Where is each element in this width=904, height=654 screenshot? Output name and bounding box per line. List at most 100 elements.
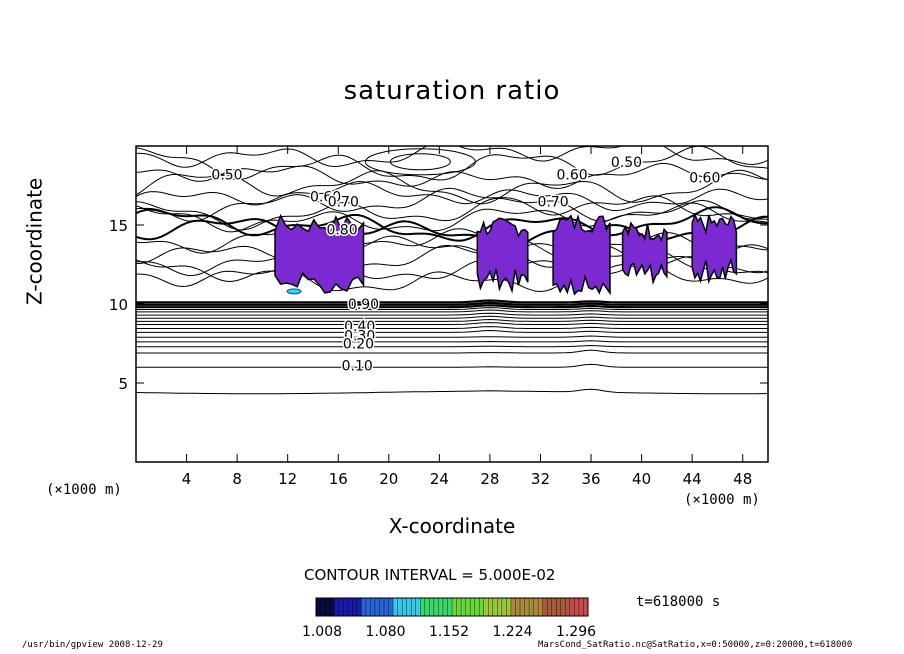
contour-label: 0.50: [611, 155, 642, 171]
colorbar-stripe: [483, 598, 489, 616]
contour-label: 0.30: [344, 329, 375, 345]
colorbar-stripe: [356, 598, 362, 616]
colorbar-stripe: [542, 598, 548, 616]
contour-line: [136, 312, 768, 316]
contour-label: 0.70: [328, 194, 359, 210]
colorbar-stripe: [488, 598, 494, 616]
colorbar-tick-label: 1.152: [429, 624, 469, 640]
colorbar-stripe: [343, 598, 349, 616]
x-axis-label: X-coordinate: [388, 514, 516, 538]
contour-line: [136, 340, 768, 343]
contour-line: [136, 388, 768, 395]
colorbar-stripe: [547, 598, 553, 616]
x-tick-label: 28: [480, 470, 499, 488]
colorbar-stripe: [365, 598, 371, 616]
x-tick-label: 8: [232, 470, 242, 488]
contour-labels: 0.500.600.700.800.900.400.300.200.100.50…: [210, 153, 722, 376]
contour-line: [136, 180, 768, 212]
colorbar-stripe: [338, 598, 344, 616]
colorbar-stripe: [556, 598, 562, 616]
x-tick-label: 12: [278, 470, 297, 488]
contour-label: 0.20: [343, 337, 374, 353]
x-unit-label-right: (×1000 m): [684, 492, 760, 508]
colorbar-stripe: [583, 598, 589, 616]
colorbar-stripe: [574, 598, 580, 616]
footer-program-date: /usr/bin/gpview 2008-12-29: [22, 640, 163, 650]
colorbar-stripe: [379, 598, 385, 616]
colorbar-stripe: [456, 598, 462, 616]
colorbar-stripe: [560, 598, 566, 616]
contour-line: [136, 349, 768, 354]
contour-line: [136, 318, 768, 322]
colorbar-stripe: [438, 598, 444, 616]
contour-label: 0.70: [538, 194, 569, 210]
y-axis: 5 10 15: [109, 217, 768, 393]
colorbar-stripe: [524, 598, 530, 616]
contour-line: [136, 326, 768, 329]
contour-label: 0.50: [211, 167, 242, 183]
contour-line: [136, 344, 768, 348]
x-tick-label: 32: [531, 470, 550, 488]
colorbar-ticks: 1.008 1.080 1.152 1.224 1.296: [302, 624, 596, 640]
colorbar-stripe: [452, 598, 457, 616]
contour-label: 0.40: [344, 319, 375, 335]
colorbar-stripe: [397, 598, 403, 616]
plot-area: [136, 146, 768, 395]
contour-line: [136, 309, 768, 313]
colorbar-stripe: [393, 598, 398, 616]
contour-line: [136, 146, 768, 168]
colorbar-frame: [315, 597, 589, 617]
colorbar-stripe: [329, 598, 335, 616]
colorbar-tick-label: 1.008: [302, 624, 342, 640]
x-tick-label: 16: [329, 470, 348, 488]
colorbar-stripe: [384, 598, 389, 616]
contour-line: [136, 299, 768, 304]
colorbar-stripe: [415, 598, 421, 616]
colorbar-stripe: [569, 598, 575, 616]
contour-label: 0.10: [342, 359, 373, 375]
colorbar-stripe: [510, 598, 516, 616]
colorbar-stripe: [325, 598, 330, 616]
colorbar-stripe: [565, 598, 571, 616]
contour-line: [136, 315, 768, 319]
contour-line: [136, 162, 768, 189]
colorbar-stripe: [320, 598, 326, 616]
x-tick-label: 48: [733, 470, 752, 488]
colorbar-stripe: [529, 598, 534, 616]
contour-line: [136, 206, 768, 242]
colorbar-stripe: [533, 598, 539, 616]
supersaturated-region: [476, 217, 529, 294]
max-saturation-core: [286, 288, 302, 295]
colorbar-stripe: [429, 598, 435, 616]
supersaturated-region: [691, 212, 738, 285]
x-tick-label: 44: [683, 470, 702, 488]
contour-line: [136, 329, 768, 333]
colorbar-stripe: [470, 598, 476, 616]
colorbar-stripe: [578, 598, 584, 616]
x-tick-label: 20: [379, 470, 398, 488]
contour-line: [136, 322, 768, 325]
colorbar-stripe: [447, 598, 453, 616]
footer-source-info: MarsCond_SatRatio.nc@SatRatio,x=0:50000,…: [538, 640, 853, 650]
colorbar-stripe: [461, 598, 466, 616]
contour-label: 0.60: [689, 171, 720, 187]
colorbar-stripe: [424, 598, 430, 616]
contour-interval-label: CONTOUR INTERVAL = 5.000E-02: [304, 566, 556, 584]
contour-line: [136, 363, 768, 368]
x-axis: 4 8 12 16 20 24 28 32 36 40 44 48: [182, 146, 752, 488]
colorbar-gradient: [315, 597, 589, 617]
colorbar-stripe: [492, 598, 498, 616]
colorbar-stripe: [474, 598, 480, 616]
contour-line: [364, 148, 476, 176]
supersaturated-region: [621, 221, 668, 286]
colorbar-stripe: [406, 598, 412, 616]
x-tick-label: 24: [430, 470, 449, 488]
y-tick-label: 5: [118, 375, 128, 393]
supersaturated-region: [552, 213, 611, 296]
colorbar-stripe: [420, 598, 426, 616]
contour-label: 0.80: [326, 223, 357, 239]
colorbar-stripe: [316, 598, 321, 616]
colorbar-stripe: [520, 598, 525, 616]
colorbar-stripe: [515, 598, 521, 616]
